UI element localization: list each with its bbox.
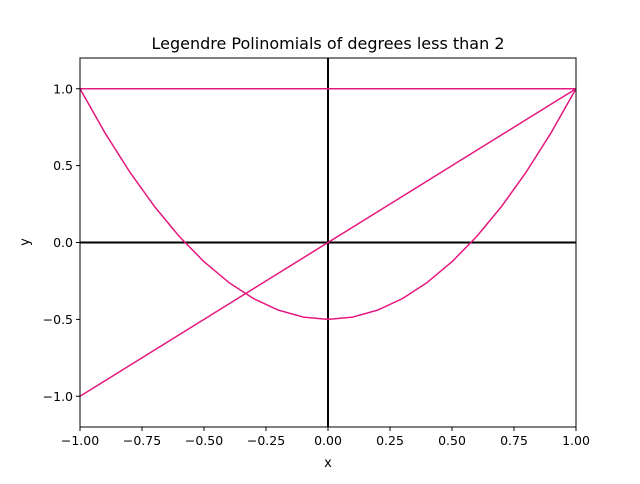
y-tick-label: 0.5 <box>53 158 73 173</box>
series-line-1 <box>79 88 577 397</box>
x-tick-label: −0.75 <box>123 433 161 448</box>
y-tick-label: −0.5 <box>43 312 73 327</box>
x-tick-label: −0.50 <box>185 433 223 448</box>
x-tick-label: 0.00 <box>314 433 342 448</box>
axis-layer: −1.00 −0.75 −0.50 −0.25 0.00 0.25 0.50 0.75 1.00… <box>43 57 590 448</box>
series-line-2 <box>79 88 577 321</box>
x-tick-label: −1.00 <box>61 433 99 448</box>
y-tick-label: 1.0 <box>53 81 73 96</box>
chart-title: Legendre Polinomials of degrees less tha… <box>152 34 505 53</box>
x-tick-label: 0.50 <box>438 433 466 448</box>
y-tick-label: 0.0 <box>53 235 73 250</box>
x-tick-label: 0.75 <box>500 433 528 448</box>
y-tick-label: −1.0 <box>43 389 73 404</box>
x-tick-label: 0.25 <box>376 433 404 448</box>
x-tick-label: −0.25 <box>247 433 285 448</box>
x-axis-label: x <box>324 456 332 471</box>
x-tick-label: 1.00 <box>562 433 590 448</box>
plot-layer <box>79 58 577 427</box>
y-axis-label: y <box>18 238 33 246</box>
